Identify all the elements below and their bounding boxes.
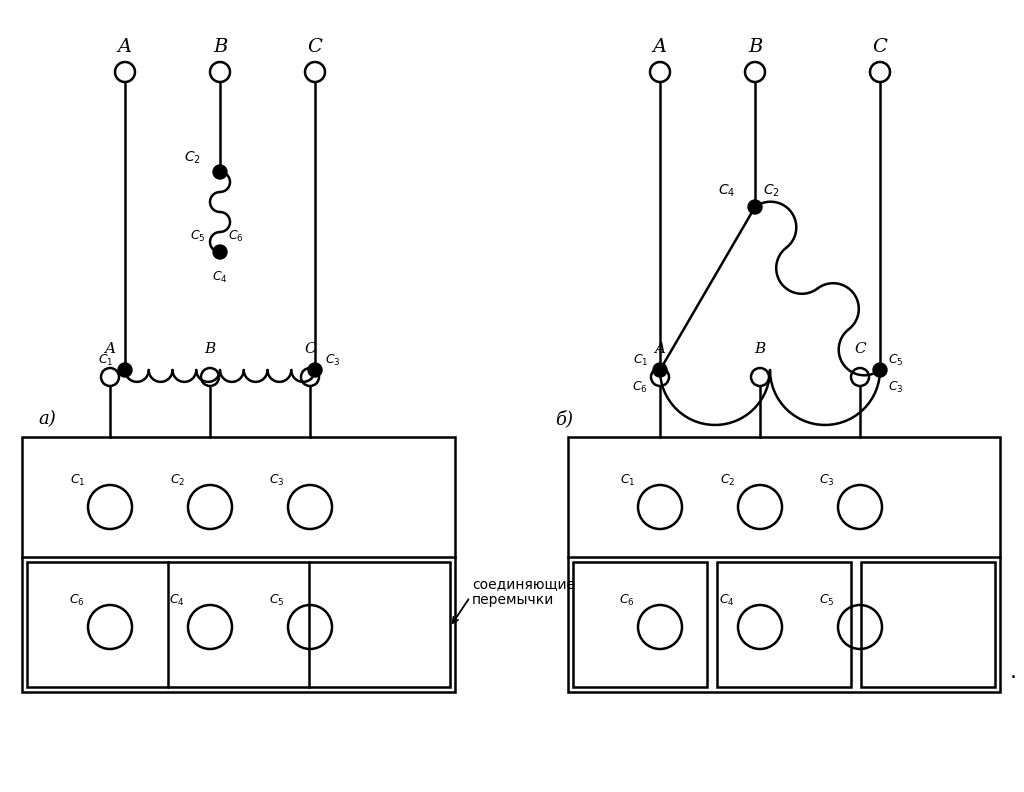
Text: $C_5$: $C_5$	[819, 593, 835, 608]
Text: $C_3$: $C_3$	[819, 473, 835, 488]
Text: $C_1$: $C_1$	[633, 352, 648, 367]
Text: C: C	[854, 342, 866, 356]
Circle shape	[213, 165, 227, 179]
Text: $C_3$: $C_3$	[888, 379, 903, 394]
Text: $C_6$: $C_6$	[228, 228, 244, 244]
Circle shape	[213, 245, 227, 259]
Text: A: A	[653, 38, 667, 56]
Text: .: .	[1010, 662, 1017, 682]
Bar	[22, 437, 455, 692]
Text: C: C	[307, 38, 323, 56]
Text: A: A	[104, 342, 116, 356]
Bar	[573, 562, 707, 687]
Text: B: B	[748, 38, 762, 56]
Text: $C_5$: $C_5$	[190, 228, 206, 244]
Text: A: A	[654, 342, 666, 356]
Bar	[568, 437, 1000, 692]
Text: $C_1$: $C_1$	[620, 473, 635, 488]
Circle shape	[308, 363, 322, 377]
Text: B: B	[205, 342, 216, 356]
Bar	[27, 562, 450, 687]
Text: $C_2$: $C_2$	[183, 150, 201, 166]
Text: a): a)	[38, 410, 55, 428]
Text: $C_5$: $C_5$	[269, 593, 285, 608]
Text: соединяющие
перемычки: соединяющие перемычки	[472, 577, 575, 607]
Text: $C_5$: $C_5$	[888, 352, 903, 367]
Text: $C_4$: $C_4$	[718, 183, 735, 200]
Text: $C_4$: $C_4$	[719, 593, 735, 608]
Text: $C_2$: $C_2$	[763, 183, 780, 200]
Circle shape	[118, 363, 132, 377]
Text: $C_6$: $C_6$	[620, 593, 635, 608]
Text: $C_2$: $C_2$	[170, 473, 185, 488]
Text: $C_6$: $C_6$	[632, 379, 648, 394]
Text: $C_4$: $C_4$	[169, 593, 185, 608]
Text: б): б)	[555, 410, 573, 428]
Text: $C_3$: $C_3$	[269, 473, 285, 488]
Text: B: B	[213, 38, 227, 56]
Text: $C_1$: $C_1$	[97, 352, 113, 367]
Text: A: A	[118, 38, 132, 56]
Text: B: B	[755, 342, 766, 356]
Text: $C_6$: $C_6$	[70, 593, 85, 608]
Text: $C_2$: $C_2$	[720, 473, 735, 488]
Bar	[717, 562, 851, 687]
Text: C: C	[304, 342, 315, 356]
Text: C: C	[872, 38, 888, 56]
Circle shape	[873, 363, 887, 377]
Bar	[861, 562, 995, 687]
Text: $C_1$: $C_1$	[70, 473, 85, 488]
Text: $C_3$: $C_3$	[325, 352, 341, 367]
Circle shape	[653, 363, 667, 377]
Text: $C_4$: $C_4$	[212, 269, 228, 284]
Circle shape	[748, 200, 762, 214]
